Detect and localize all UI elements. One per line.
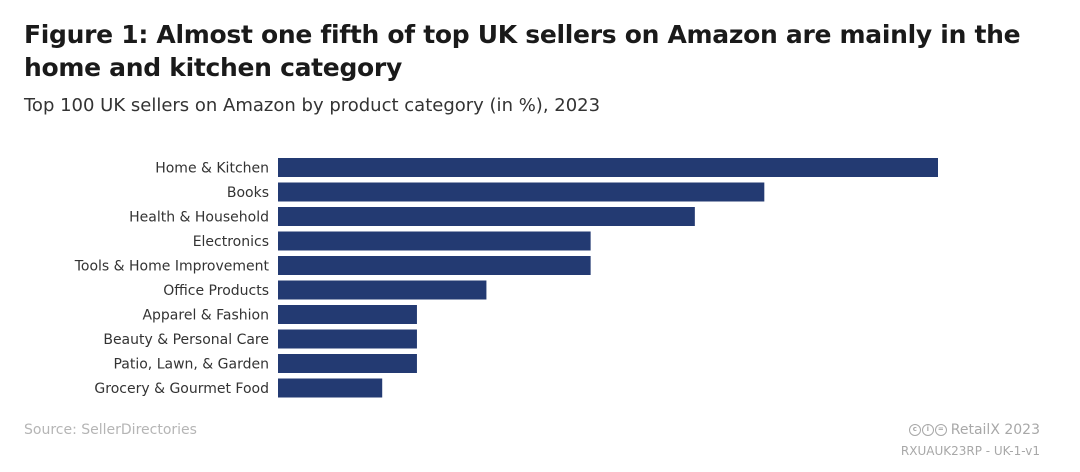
bar-apparel-fashion	[278, 305, 417, 324]
nd-icon: =	[934, 424, 947, 436]
bar-office-products	[278, 280, 487, 300]
chart-subtitle: Top 100 UK sellers on Amazon by product …	[24, 95, 601, 116]
bar-chart: Home & Kitchen Books Health & Household Ele…	[74, 158, 938, 398]
category-label: Apparel & Fashion	[142, 308, 269, 324]
bar-home-kitchen	[278, 158, 938, 177]
bar-beauty-personal-care	[278, 329, 417, 349]
category-label: Patio, Lawn, & Garden	[113, 357, 269, 373]
by-icon: i	[921, 424, 934, 436]
category-label: Home & Kitchen	[155, 161, 269, 177]
category-label: Health & Household	[129, 210, 269, 226]
category-label: Electronics	[193, 234, 269, 250]
bar-books	[278, 182, 765, 202]
bar-tools-home-improvement	[278, 256, 591, 275]
category-label: Tools & Home Improvement	[74, 259, 270, 275]
cc-icon: c	[908, 424, 921, 436]
bar-electronics	[278, 231, 591, 251]
category-label: Books	[227, 185, 269, 201]
category-label: Beauty & Personal Care	[103, 332, 269, 348]
bar-grocery-gourmet-food	[278, 378, 383, 398]
bar-patio-lawn-garden	[278, 354, 417, 373]
brand-name: RetailX 2023	[950, 422, 1040, 438]
category-label: Grocery & Gourmet Food	[94, 381, 269, 397]
license-icons: c i =	[908, 424, 947, 436]
report-code: RXUAUK23RP - UK-1-v1	[900, 444, 1040, 458]
chart-title: Figure 1: Almost one fifth of top UK sel…	[24, 20, 1021, 82]
source-note: Source: SellerDirectories	[24, 422, 197, 438]
brand-credit: c i = RetailX 2023	[908, 422, 1040, 438]
category-label: Office Products	[163, 283, 269, 299]
bar-health-household	[278, 207, 695, 226]
